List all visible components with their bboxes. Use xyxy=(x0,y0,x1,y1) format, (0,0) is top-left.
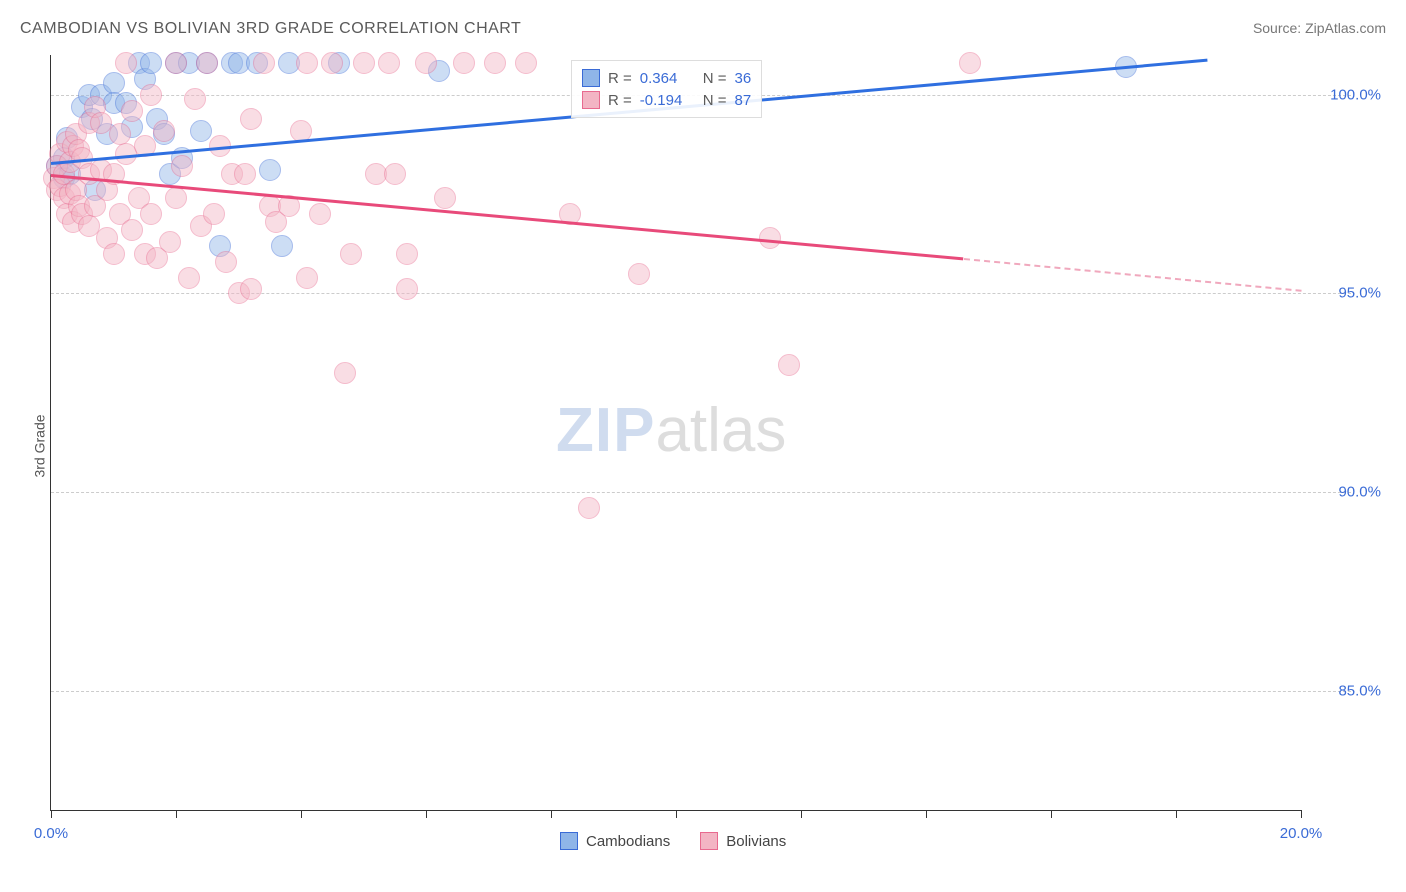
n-label: N = xyxy=(703,92,727,109)
legend-label: Bolivians xyxy=(726,833,786,850)
watermark-zip: ZIP xyxy=(556,396,655,465)
scatter-point xyxy=(165,52,187,74)
x-tick xyxy=(301,810,302,818)
scatter-point xyxy=(515,52,537,74)
trendline-dashed xyxy=(963,258,1301,292)
x-tick xyxy=(926,810,927,818)
legend-label: Cambodians xyxy=(586,833,670,850)
scatter-point xyxy=(434,187,456,209)
scatter-point xyxy=(215,251,237,273)
x-tick xyxy=(676,810,677,818)
scatter-point xyxy=(115,52,137,74)
scatter-point xyxy=(340,243,362,265)
y-tick-label: 100.0% xyxy=(1311,86,1381,103)
scatter-point xyxy=(203,203,225,225)
legend-item: Bolivians xyxy=(700,832,786,850)
x-tick-label: 20.0% xyxy=(1280,825,1323,842)
scatter-point xyxy=(271,235,293,257)
scatter-point xyxy=(165,187,187,209)
x-tick xyxy=(1301,810,1302,818)
scatter-point xyxy=(321,52,343,74)
legend-swatch xyxy=(560,832,578,850)
watermark-atlas: atlas xyxy=(655,396,786,465)
scatter-point xyxy=(296,52,318,74)
scatter-point xyxy=(103,72,125,94)
scatter-point xyxy=(353,52,375,74)
y-axis-label: 3rd Grade xyxy=(32,414,48,477)
scatter-point xyxy=(121,100,143,122)
n-value: 36 xyxy=(735,70,752,87)
stats-legend-row: R = 0.364 N = 36 xyxy=(582,67,751,89)
legend-swatch xyxy=(582,91,600,109)
n-label: N = xyxy=(703,70,727,87)
r-value: -0.194 xyxy=(640,92,695,109)
scatter-point xyxy=(184,88,206,110)
scatter-point xyxy=(140,203,162,225)
scatter-point xyxy=(334,362,356,384)
scatter-point xyxy=(140,52,162,74)
source-attribution: Source: ZipAtlas.com xyxy=(1253,20,1386,36)
scatter-point xyxy=(415,52,437,74)
scatter-point xyxy=(396,243,418,265)
scatter-point xyxy=(628,263,650,285)
scatter-point xyxy=(759,227,781,249)
y-tick-label: 85.0% xyxy=(1311,682,1381,699)
scatter-point xyxy=(190,120,212,142)
legend-swatch xyxy=(582,69,600,87)
y-tick-label: 90.0% xyxy=(1311,484,1381,501)
stats-legend: R = 0.364 N = 36 R = -0.194 N = 87 xyxy=(571,60,762,118)
scatter-point xyxy=(240,278,262,300)
scatter-point xyxy=(453,52,475,74)
x-tick xyxy=(1051,810,1052,818)
scatter-point xyxy=(484,52,506,74)
scatter-point xyxy=(378,52,400,74)
scatter-point xyxy=(778,354,800,376)
scatter-point xyxy=(259,159,281,181)
legend-swatch xyxy=(700,832,718,850)
scatter-point xyxy=(234,163,256,185)
r-label: R = xyxy=(608,70,632,87)
x-tick xyxy=(801,810,802,818)
scatter-point xyxy=(253,52,275,74)
scatter-point xyxy=(396,278,418,300)
x-tick xyxy=(51,810,52,818)
scatter-point xyxy=(140,84,162,106)
x-tick xyxy=(551,810,552,818)
gridline-h xyxy=(51,492,1351,493)
scatter-point xyxy=(121,219,143,241)
scatter-point xyxy=(178,267,200,289)
scatter-point xyxy=(384,163,406,185)
stats-legend-row: R = -0.194 N = 87 xyxy=(582,89,751,111)
trendline xyxy=(51,174,964,260)
x-tick xyxy=(1176,810,1177,818)
x-tick xyxy=(426,810,427,818)
x-tick-label: 0.0% xyxy=(34,825,68,842)
r-value: 0.364 xyxy=(640,70,695,87)
scatter-point xyxy=(578,497,600,519)
scatter-point xyxy=(296,267,318,289)
scatter-point xyxy=(153,120,175,142)
scatter-point xyxy=(171,155,193,177)
chart-title: CAMBODIAN VS BOLIVIAN 3RD GRADE CORRELAT… xyxy=(20,20,521,38)
scatter-point xyxy=(103,243,125,265)
scatter-plot-area: ZIPatlas 85.0%90.0%95.0%100.0%0.0%20.0%R… xyxy=(50,55,1301,811)
scatter-point xyxy=(109,123,131,145)
scatter-point xyxy=(159,231,181,253)
r-label: R = xyxy=(608,92,632,109)
scatter-point xyxy=(309,203,331,225)
scatter-point xyxy=(959,52,981,74)
y-tick-label: 95.0% xyxy=(1311,285,1381,302)
legend-item: Cambodians xyxy=(560,832,670,850)
gridline-h xyxy=(51,691,1351,692)
scatter-point xyxy=(240,108,262,130)
n-value: 87 xyxy=(735,92,752,109)
watermark: ZIPatlas xyxy=(556,395,786,466)
legend-bottom: Cambodians Bolivians xyxy=(560,832,786,850)
scatter-point xyxy=(196,52,218,74)
x-tick xyxy=(176,810,177,818)
